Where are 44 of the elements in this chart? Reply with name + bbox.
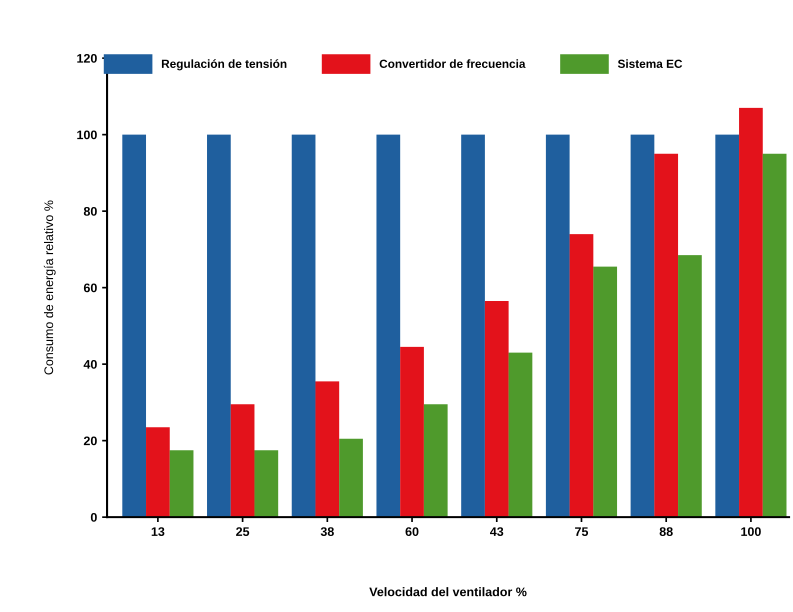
bar xyxy=(339,438,363,518)
bar xyxy=(570,234,594,518)
bar xyxy=(739,108,763,518)
bar xyxy=(678,255,702,518)
legend-label: Regulación de tensión xyxy=(162,59,286,70)
legend-label: Sistema EC xyxy=(618,59,682,68)
bar xyxy=(461,134,485,518)
bar xyxy=(315,381,340,518)
bar xyxy=(508,352,532,518)
y-tick-label: 60 xyxy=(84,283,97,292)
bar xyxy=(376,134,400,518)
x-tick-label: 60 xyxy=(406,527,418,536)
bar xyxy=(762,154,786,518)
x-tick-label: 25 xyxy=(236,527,250,536)
y-tick-label: 0 xyxy=(90,512,97,522)
bar xyxy=(593,266,618,518)
bar xyxy=(654,154,678,518)
bar xyxy=(122,134,146,518)
y-tick-label: 80 xyxy=(84,206,97,216)
x-tick-label: 13 xyxy=(152,527,164,536)
y-tick-label: 100 xyxy=(77,130,97,140)
bar xyxy=(630,134,654,518)
x-axis-title: Velocidad del ventilador % xyxy=(369,587,527,596)
x-tick-label: 38 xyxy=(320,527,334,536)
y-tick-label: 40 xyxy=(84,360,97,369)
bar xyxy=(292,134,316,518)
bar xyxy=(546,134,570,518)
bar xyxy=(254,450,278,518)
bar xyxy=(715,134,740,518)
bar xyxy=(484,301,509,518)
y-tick-label: 20 xyxy=(84,436,97,446)
bar xyxy=(146,427,170,518)
y-tick-label: 120 xyxy=(77,54,97,63)
x-tick-label: 43 xyxy=(490,527,504,536)
bar xyxy=(400,346,424,518)
bar xyxy=(424,404,448,518)
x-tick-label: 100 xyxy=(741,527,761,536)
legend-label: Convertidor de frecuencia xyxy=(380,59,526,68)
x-tick-label: 75 xyxy=(575,527,588,536)
x-tick-label: 88 xyxy=(660,527,673,536)
y-axis-title: Consumo de energía relativo % xyxy=(44,200,56,375)
bar xyxy=(170,450,194,518)
bar xyxy=(230,404,254,518)
bar xyxy=(207,134,231,518)
